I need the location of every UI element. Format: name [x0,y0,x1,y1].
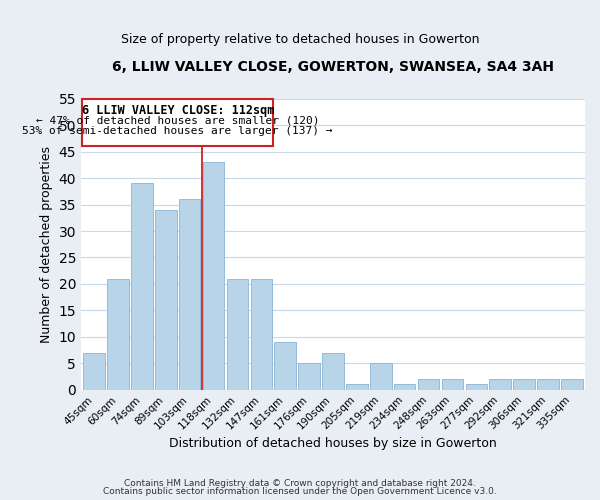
Bar [346,384,368,390]
Bar [394,384,415,390]
Bar [227,278,248,390]
Text: Size of property relative to detached houses in Gowerton: Size of property relative to detached ho… [121,32,479,46]
Bar [131,184,152,390]
Bar [370,364,392,390]
Text: Contains public sector information licensed under the Open Government Licence v3: Contains public sector information licen… [103,487,497,496]
Y-axis label: Number of detached properties: Number of detached properties [40,146,53,343]
FancyBboxPatch shape [82,99,273,146]
Bar [418,379,439,390]
Bar [322,352,344,390]
Bar [203,162,224,390]
Bar [537,379,559,390]
Bar [561,379,583,390]
Bar [298,364,320,390]
Bar [442,379,463,390]
Bar [514,379,535,390]
Title: 6, LLIW VALLEY CLOSE, GOWERTON, SWANSEA, SA4 3AH: 6, LLIW VALLEY CLOSE, GOWERTON, SWANSEA,… [112,60,554,74]
Text: 53% of semi-detached houses are larger (137) →: 53% of semi-detached houses are larger (… [22,126,333,136]
Bar [179,200,200,390]
Bar [274,342,296,390]
Bar [107,278,129,390]
Text: Contains HM Land Registry data © Crown copyright and database right 2024.: Contains HM Land Registry data © Crown c… [124,478,476,488]
X-axis label: Distribution of detached houses by size in Gowerton: Distribution of detached houses by size … [169,437,497,450]
Text: ← 47% of detached houses are smaller (120): ← 47% of detached houses are smaller (12… [36,116,319,126]
Bar [251,278,272,390]
Bar [490,379,511,390]
Bar [155,210,176,390]
Bar [466,384,487,390]
Bar [83,352,105,390]
Text: 6 LLIW VALLEY CLOSE: 112sqm: 6 LLIW VALLEY CLOSE: 112sqm [82,104,274,117]
